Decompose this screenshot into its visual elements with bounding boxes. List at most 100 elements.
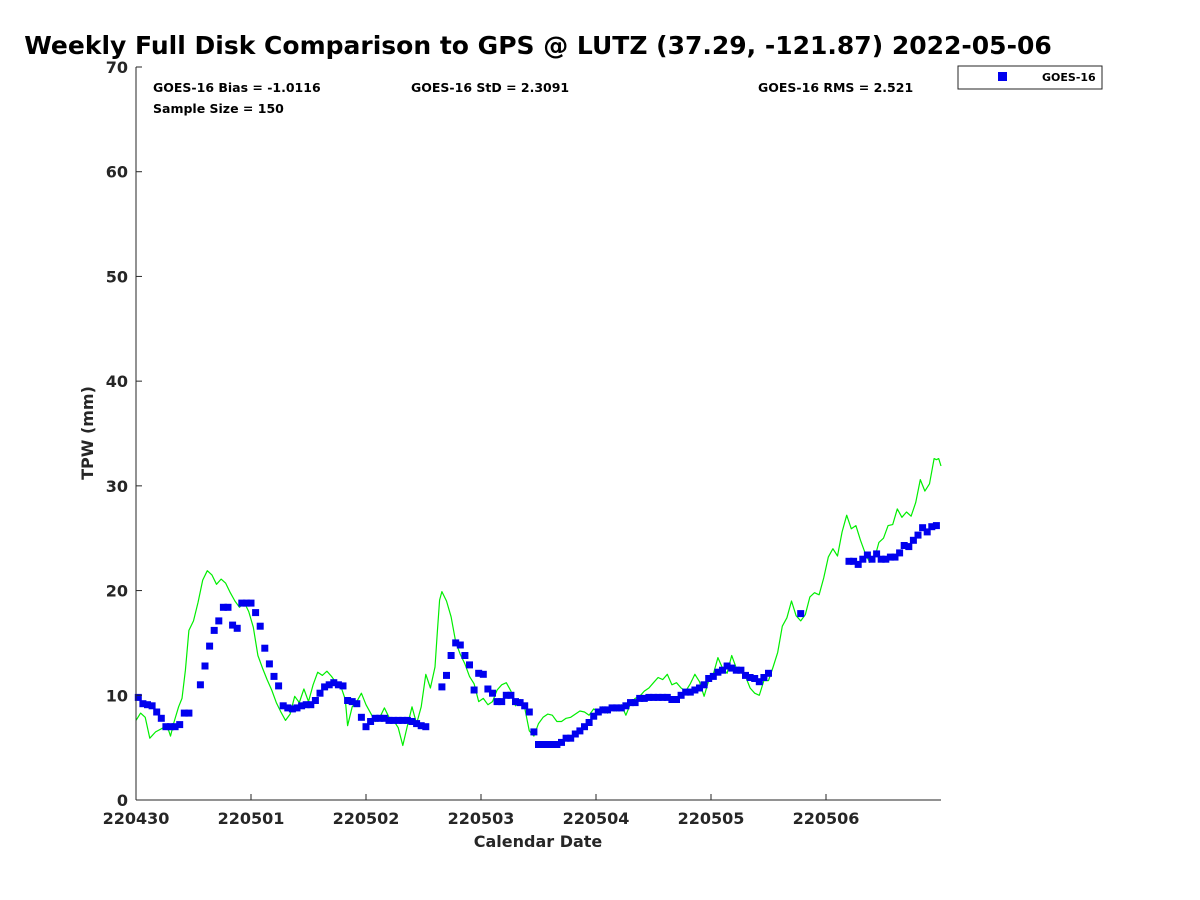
data-point-goes16: [148, 702, 156, 710]
data-point-goes16: [682, 688, 690, 696]
data-point-goes16: [339, 682, 347, 690]
data-point-goes16: [544, 741, 552, 748]
data-point-goes16: [215, 617, 223, 625]
data-point-goes16: [525, 708, 533, 716]
data-point-goes16: [167, 723, 174, 731]
data-point-goes16: [265, 660, 273, 668]
data-point-goes16: [746, 674, 754, 681]
data-point-goes16: [932, 522, 940, 530]
data-point-goes16: [845, 557, 853, 565]
data-point-goes16: [516, 699, 524, 707]
data-point-goes16: [461, 652, 469, 659]
data-point-goes16: [728, 664, 736, 672]
data-point-goes16: [567, 734, 575, 742]
data-point-goes16: [219, 603, 227, 611]
data-point-goes16: [417, 722, 425, 730]
data-point-goes16: [302, 701, 310, 709]
data-point-goes16: [751, 675, 759, 682]
data-point-goes16: [348, 698, 356, 706]
y-tick-label: 30: [106, 477, 128, 496]
data-point-goes16: [928, 523, 936, 531]
data-point-goes16: [891, 553, 899, 561]
data-point-goes16: [705, 675, 713, 682]
data-point-goes16: [613, 704, 621, 712]
data-point-goes16: [553, 741, 561, 748]
data-point-goes16: [210, 626, 218, 634]
data-point-goes16: [275, 682, 283, 690]
data-point-goes16: [475, 669, 483, 677]
data-point-goes16: [668, 696, 676, 703]
data-point-goes16: [599, 706, 607, 714]
data-point-goes16: [479, 670, 487, 678]
data-point-goes16: [636, 694, 644, 702]
data-point-goes16: [408, 718, 416, 725]
data-point-goes16: [394, 716, 402, 724]
data-point-goes16: [760, 674, 768, 681]
data-point-goes16: [617, 704, 625, 712]
x-tick-label: 220503: [448, 809, 515, 828]
data-point-goes16: [176, 721, 184, 729]
data-point-goes16: [270, 672, 278, 680]
data-point-goes16: [654, 693, 662, 701]
y-tick-label: 60: [106, 163, 128, 182]
data-point-goes16: [700, 681, 708, 689]
data-point-goes16: [507, 691, 515, 699]
data-point-goes16: [723, 662, 731, 670]
x-tick-label: 220501: [218, 809, 285, 828]
data-point-goes16: [466, 661, 473, 669]
y-axis-ticks: 0 10 20 30 40 50 60 70: [106, 58, 142, 810]
data-point-goes16: [330, 679, 338, 687]
y-tick-label: 40: [106, 372, 128, 391]
data-point-goes16: [144, 701, 151, 709]
data-point-goes16: [284, 704, 292, 712]
data-point-goes16: [316, 689, 324, 697]
data-point-goes16: [594, 708, 602, 716]
data-point-goes16: [376, 714, 384, 722]
x-axis-label: Calendar Date: [474, 832, 603, 851]
data-point-goes16: [868, 555, 876, 563]
data-point-goes16: [171, 723, 179, 731]
data-point-goes16: [157, 714, 165, 722]
y-tick-label: 10: [106, 686, 128, 705]
x-tick-label: 220430: [103, 809, 170, 828]
series-line-gps: [135, 458, 942, 747]
data-point-goes16: [631, 699, 639, 707]
x-tick-label: 220506: [793, 809, 860, 828]
data-point-goes16: [443, 671, 450, 679]
data-point-goes16: [732, 666, 740, 674]
data-point-goes16: [896, 549, 904, 557]
data-point-goes16: [134, 693, 142, 701]
data-point-goes16: [293, 704, 301, 712]
data-point-goes16: [252, 609, 260, 617]
y-tick-label: 0: [117, 791, 128, 810]
data-point-goes16: [422, 723, 430, 731]
data-point-goes16: [311, 697, 319, 704]
data-point-goes16: [558, 738, 565, 746]
data-point-goes16: [663, 693, 671, 701]
data-point-goes16: [206, 642, 214, 650]
data-point-goes16: [344, 697, 352, 704]
data-point-goes16: [298, 702, 306, 710]
data-point-goes16: [886, 553, 894, 561]
data-point-goes16: [719, 666, 726, 674]
y-tick-label: 20: [106, 582, 128, 601]
data-point-goes16: [447, 652, 455, 659]
data-point-goes16: [438, 683, 446, 691]
data-point-goes16: [390, 716, 398, 724]
data-point-goes16: [714, 668, 722, 676]
data-point-goes16: [645, 693, 653, 701]
data-point-goes16: [873, 550, 881, 558]
data-point-goes16: [334, 681, 342, 689]
x-tick-label: 220504: [563, 809, 630, 828]
data-point-goes16: [357, 713, 365, 721]
data-point-goes16: [604, 706, 611, 714]
data-point-goes16: [403, 716, 411, 724]
data-point-goes16: [709, 672, 717, 680]
data-point-goes16: [581, 723, 588, 731]
data-point-goes16: [201, 662, 209, 670]
data-point-goes16: [288, 705, 296, 713]
data-point-goes16: [456, 641, 464, 649]
data-point-goes16: [362, 723, 370, 731]
data-point-goes16: [325, 681, 333, 689]
rms-stat: GOES-16 RMS = 2.521: [758, 80, 913, 95]
